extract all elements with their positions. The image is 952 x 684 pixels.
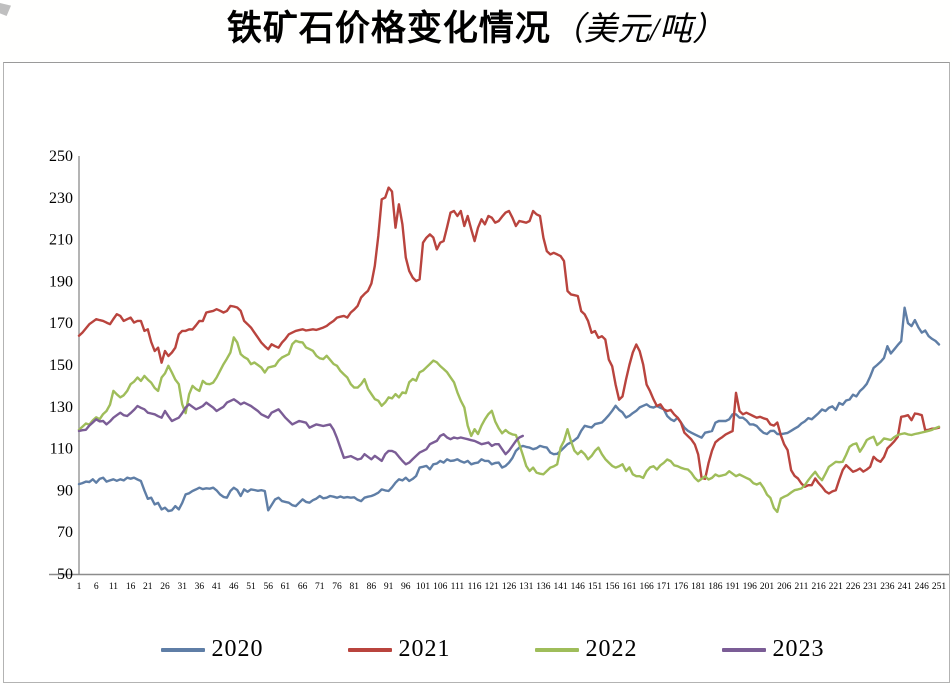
x-tick-label: 36 xyxy=(195,582,205,592)
scan-artifact xyxy=(0,3,11,16)
x-tick-label: 101 xyxy=(416,582,431,592)
x-tick-label: 186 xyxy=(708,582,723,592)
x-tick-label: 156 xyxy=(605,582,620,592)
y-tick-label: 110 xyxy=(50,441,73,458)
y-tick-label: 210 xyxy=(49,232,73,249)
legend-swatch-2022 xyxy=(534,647,579,652)
x-tick-label: 176 xyxy=(674,582,689,592)
x-tick-label: 211 xyxy=(794,582,808,592)
x-tick-label: 171 xyxy=(657,582,672,592)
legend-swatch-2020 xyxy=(160,647,205,652)
chart-title: 铁矿石价格变化情况（美元/吨） xyxy=(0,6,952,53)
x-tick-label: 86 xyxy=(367,582,377,592)
y-tick-label: 230 xyxy=(49,190,73,207)
chart-title-text: 铁矿石价格变化情况 xyxy=(226,9,551,48)
x-tick-label: 106 xyxy=(433,582,448,592)
x-tick-label: 81 xyxy=(349,582,359,592)
x-tick-label: 231 xyxy=(863,582,878,592)
x-tick-label: 111 xyxy=(451,582,465,592)
x-tick-label: 181 xyxy=(691,582,706,592)
y-tick-label: 190 xyxy=(49,273,73,290)
plot-frame: 250 230 210 190 170 150 130 110 90 70 50 1 6 11 16 21 26… xyxy=(3,62,950,683)
x-tick-label: 241 xyxy=(897,582,912,592)
x-tick-label: 11 xyxy=(109,582,118,592)
x-tick-label: 226 xyxy=(846,582,861,592)
y-tick-label: 50 xyxy=(57,566,73,583)
x-tick-label: 66 xyxy=(298,582,308,592)
x-tick-label: 216 xyxy=(811,582,826,592)
x-tick-label: 161 xyxy=(622,582,637,592)
x-tick-label: 251 xyxy=(932,582,947,592)
legend-swatch-2023 xyxy=(721,647,766,652)
chart-title-unit: （美元/吨） xyxy=(550,12,726,48)
y-tick-label: 250 xyxy=(49,148,73,165)
legend-item-2022: 2022 xyxy=(534,636,638,663)
x-tick-label: 21 xyxy=(143,582,153,592)
x-tick-label: 46 xyxy=(229,582,239,592)
x-tick-label: 41 xyxy=(212,582,222,592)
y-tick-label: 170 xyxy=(49,315,73,332)
legend-item-2021: 2021 xyxy=(347,636,451,663)
legend-label-2022: 2022 xyxy=(585,636,638,662)
x-tick-label: 16 xyxy=(126,582,136,592)
legend-item-2020: 2020 xyxy=(160,636,264,663)
legend-label-2023: 2023 xyxy=(772,636,825,662)
x-tick-label: 1 xyxy=(77,582,82,592)
y-tick-label: 70 xyxy=(57,524,73,541)
x-tick-label: 166 xyxy=(639,582,654,592)
x-tick-label: 6 xyxy=(94,582,99,592)
series-line-2023 xyxy=(77,398,524,466)
x-tick-label: 116 xyxy=(468,582,482,592)
legend-item-2023: 2023 xyxy=(721,636,825,663)
legend: 2020 2021 2022 2023 xyxy=(20,636,952,663)
y-tick-label: 130 xyxy=(49,399,73,416)
x-tick-label: 91 xyxy=(384,582,394,592)
x-tick-label: 71 xyxy=(315,582,325,592)
x-tick-label: 51 xyxy=(246,582,256,592)
series-line-2022 xyxy=(77,336,941,514)
y-tick-label: 150 xyxy=(49,357,73,374)
x-tick-label: 206 xyxy=(777,582,792,592)
x-tick-label: 56 xyxy=(263,582,273,592)
x-tick-label: 221 xyxy=(829,582,844,592)
x-tick-label: 76 xyxy=(332,582,342,592)
x-tick-label: 196 xyxy=(743,582,758,592)
x-tick-label: 126 xyxy=(502,582,517,592)
series-line-2020 xyxy=(77,306,941,513)
legend-label-2021: 2021 xyxy=(398,636,451,662)
x-tick-label: 191 xyxy=(725,582,740,592)
x-tick-label: 141 xyxy=(553,582,568,592)
x-tick-label: 136 xyxy=(536,582,551,592)
x-tick-label: 61 xyxy=(281,582,291,592)
x-tick-label: 246 xyxy=(915,582,930,592)
x-tick-label: 151 xyxy=(588,582,603,592)
x-tick-label: 96 xyxy=(401,582,411,592)
x-tick-label: 26 xyxy=(160,582,170,592)
series-line-2021 xyxy=(77,186,941,495)
x-tick-label: 236 xyxy=(880,582,895,592)
x-tick-label: 146 xyxy=(571,582,586,592)
legend-swatch-2021 xyxy=(347,647,392,652)
x-tick-label: 201 xyxy=(760,582,775,592)
legend-label-2020: 2020 xyxy=(211,636,264,662)
x-tick-label: 131 xyxy=(519,582,534,592)
x-tick-label: 31 xyxy=(177,582,187,592)
y-tick-label: 90 xyxy=(57,482,73,499)
x-tick-label: 121 xyxy=(485,582,500,592)
